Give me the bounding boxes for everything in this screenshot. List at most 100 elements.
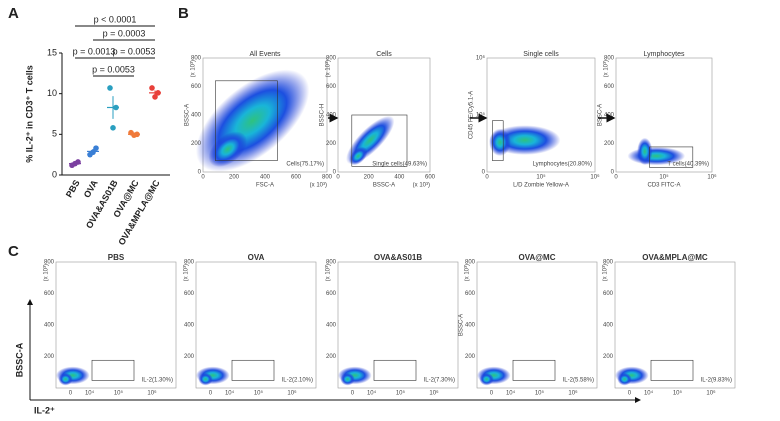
y-tick-label: 600 [603, 291, 614, 297]
x-tick-label: 10⁴ [225, 390, 235, 397]
y-tick-label: 10 [47, 88, 57, 98]
y-tick-label: 15 [47, 47, 57, 57]
x-tick-label: 10⁵ [659, 174, 669, 181]
y-tick-label: 200 [603, 354, 614, 360]
y-tick-label: 0 [52, 169, 57, 179]
x-unit: (x 10³) [413, 183, 430, 189]
x-axis-label: FSC-A [256, 183, 274, 189]
x-axis-label: IL-2⁺ [34, 405, 55, 415]
flow-plot: OVA&AS01B IL-2(7.30%) 0 10⁴ 10⁵ 10⁶ 200 400 600 8… [326, 253, 459, 397]
gate-label: T cells(40.39%) [667, 162, 709, 168]
y-tick-label: 800 [465, 260, 476, 266]
x-tick-label: 0 [628, 391, 632, 397]
plot-title: Cells [376, 51, 392, 58]
data-point [72, 160, 78, 167]
x-axis-label: BSSC-A [373, 183, 395, 189]
x-tick-label: 10⁶ [568, 390, 578, 397]
y-unit: (x 10³) [44, 264, 50, 281]
plot-title: OVA&AS01B [374, 253, 423, 262]
y-tick-label: 800 [191, 56, 202, 62]
x-tick-label: 200 [229, 175, 240, 181]
x-tick-label: 600 [425, 175, 436, 181]
x-tick-label: 0 [209, 391, 213, 397]
y-tick-label: 600 [465, 291, 476, 297]
x-tick-label: 10⁵ [254, 390, 264, 397]
y-tick-label: 200 [184, 354, 195, 360]
density [208, 131, 248, 167]
y-tick-label: 200 [326, 141, 337, 147]
x-tick-label: 0 [351, 391, 355, 397]
y-tick-label: 400 [184, 323, 195, 329]
x-tick-label: 10⁶ [707, 174, 717, 181]
y-tick-label: 800 [184, 260, 195, 266]
y-tick-label: 600 [44, 291, 55, 297]
gate [231, 359, 275, 381]
data-point [107, 85, 113, 91]
gate [650, 359, 694, 381]
flow-plot: OVA IL-2(2.10%) 0 10⁴ 10⁵ 10⁶ 200 400 600 800(x 1… [184, 253, 317, 397]
x-tick-label: 200 [364, 175, 375, 181]
x-tick-label: 800 [322, 175, 333, 181]
y-tick-label: 600 [326, 291, 337, 297]
y-tick-label: 5 [52, 129, 57, 139]
y-tick-label: 0 [482, 170, 486, 176]
x-tick-label: 10⁴ [85, 390, 95, 397]
x-tick-label: 0 [336, 175, 340, 181]
y-axis-label: BSSC-A [598, 104, 604, 126]
y-axis-label: CD45 PE/Cy5.1-A [469, 91, 475, 139]
y-tick-label: 200 [604, 141, 615, 147]
data-point [131, 132, 137, 138]
flow-plot: OVA@MC IL-2(5.58%) 0 10⁴ 10⁵ 10⁶ 200 400 600 800 B… [459, 253, 598, 397]
plot-title: Single cells [523, 51, 559, 58]
density [479, 372, 494, 386]
gate [351, 114, 408, 167]
y-tick-label: 0 [611, 170, 615, 176]
panel-label: A [8, 5, 19, 22]
plot-title: Lymphocytes [644, 51, 685, 58]
y-tick-label: 800 [44, 260, 55, 266]
x-tick-label: 10⁵ [396, 390, 406, 397]
x-tick-label: 10⁵ [536, 174, 546, 181]
p-value: p = 0.0053 [92, 64, 135, 74]
gate [649, 146, 694, 168]
x-unit: (x 10³) [310, 183, 327, 189]
y-tick-label: 10⁶ [476, 55, 486, 62]
x-tick-label: 10⁶ [429, 390, 439, 397]
plot-title: OVA [248, 253, 265, 262]
y-unit: (x 10³) [604, 60, 610, 77]
x-tick-label: 10⁵ [114, 390, 124, 397]
density [349, 146, 368, 166]
flow-plot: Single cells Lymphocytes(20.80%) 0 10⁵ 10⁶ 0 1… [469, 51, 601, 189]
gate-label: IL-2(9.83%) [701, 378, 732, 384]
y-unit: (x 10³) [465, 264, 471, 281]
p-value: p = 0.0003 [103, 28, 146, 38]
x-tick-label: 10⁴ [644, 390, 654, 397]
y-axis-label: BSSC-A [185, 104, 191, 126]
y-tick-label: 600 [191, 84, 202, 90]
y-tick-label: 400 [465, 323, 476, 329]
x-tick-label: PBS [64, 178, 82, 199]
y-tick-label: 600 [604, 84, 615, 90]
y-axis-label: BSSC-A [14, 342, 24, 377]
y-tick-label: 0 [198, 170, 202, 176]
gate-label: Cells(75.17%) [286, 162, 324, 168]
y-tick-label: 400 [603, 323, 614, 329]
y-tick-label: 400 [326, 323, 337, 329]
density [58, 372, 73, 386]
y-tick-label: 200 [191, 141, 202, 147]
gate-label: Lymphocytes(20.80%) [533, 162, 592, 168]
plot-title: All Events [249, 51, 281, 58]
x-tick-label: 10⁴ [367, 390, 377, 397]
plot-title: OVA@MC [519, 253, 556, 262]
gate [215, 80, 278, 161]
y-tick-label: 200 [326, 354, 337, 360]
p-value: p = 0.0053 [113, 46, 156, 56]
y-tick-label: 600 [184, 291, 195, 297]
y-unit: (x 10³) [326, 60, 332, 77]
x-axis-label: L/D Zombie Yellow-A [513, 183, 569, 189]
gate-label: IL-2(7.30%) [424, 378, 455, 384]
x-axis-label: CD3 FITC-A [648, 183, 681, 189]
